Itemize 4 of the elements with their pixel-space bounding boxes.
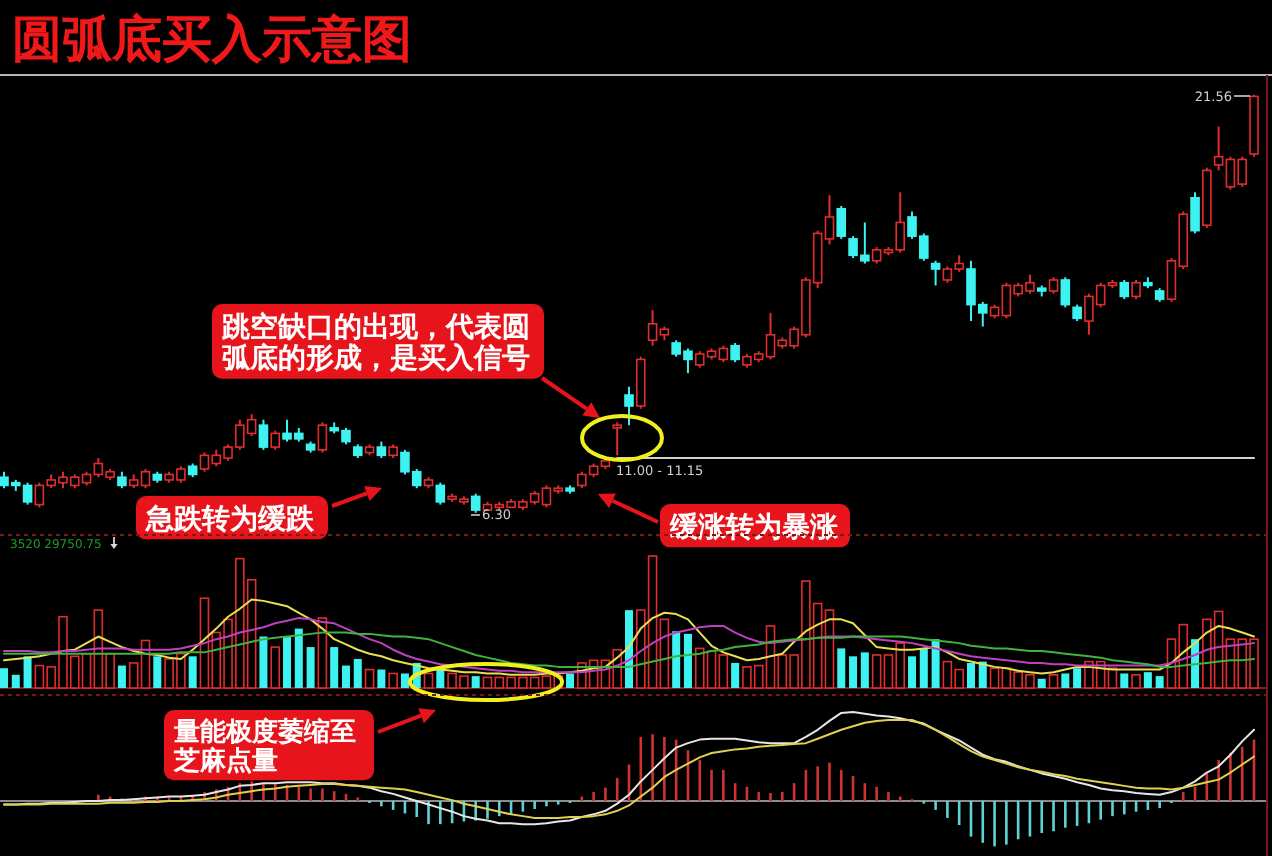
annotation: 跳空缺口的出现，代表圆弧底的形成，是买入信号 (220, 309, 530, 376)
annotation: 急跌转为缓跌 (144, 503, 316, 536)
annotation: 量能极度萎缩至芝麻点量 (172, 715, 356, 778)
chart-title: 圆弧底买入示意图 (12, 10, 412, 68)
